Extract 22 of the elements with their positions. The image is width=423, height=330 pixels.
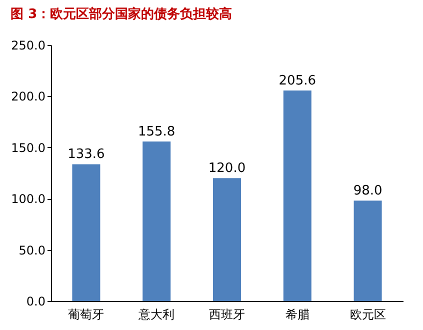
data-label: 120.0 — [208, 161, 246, 176]
y-tick-label: 150.0 — [11, 140, 46, 155]
bar — [354, 200, 382, 301]
x-tick-label: 西班牙 — [209, 308, 245, 322]
bar — [283, 90, 312, 301]
bar — [72, 164, 100, 301]
y-tick-label: 250.0 — [11, 38, 46, 52]
x-tick-label: 欧元区 — [350, 308, 386, 322]
bar — [142, 141, 171, 301]
y-tick-label: 0.0 — [26, 294, 46, 308]
bar — [213, 178, 241, 301]
data-label: 133.6 — [68, 147, 105, 162]
chart-title: 图 3：欧元区部分国家的债务负担较高 — [10, 6, 232, 22]
data-label: 155.8 — [138, 124, 176, 140]
x-tick-label: 葡萄牙 — [68, 308, 104, 322]
y-tick-label: 100.0 — [11, 192, 46, 206]
x-tick-label: 希腊 — [285, 308, 310, 322]
y-tick-label: 200.0 — [11, 90, 46, 104]
data-label: 205.6 — [278, 73, 316, 88]
x-tick-label: 意大利 — [138, 308, 175, 322]
data-label: 98.0 — [353, 184, 382, 199]
y-tick-label: 50.0 — [18, 243, 46, 258]
